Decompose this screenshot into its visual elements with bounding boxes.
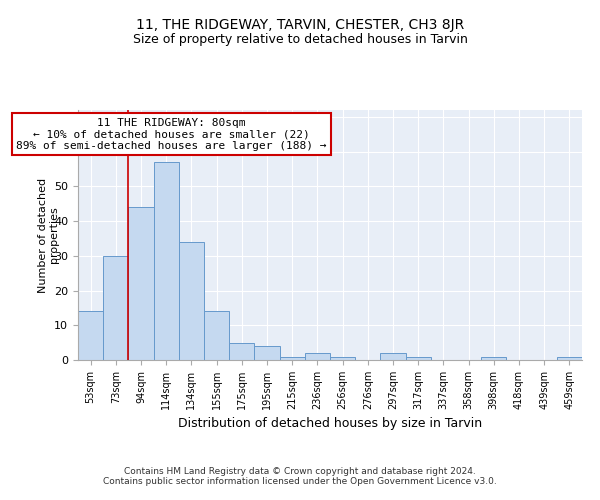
- Bar: [380, 353, 406, 360]
- Text: Size of property relative to detached houses in Tarvin: Size of property relative to detached ho…: [133, 32, 467, 46]
- Text: 11 THE RIDGEWAY: 80sqm
← 10% of detached houses are smaller (22)
89% of semi-det: 11 THE RIDGEWAY: 80sqm ← 10% of detached…: [16, 118, 326, 150]
- Bar: [330, 356, 355, 360]
- Bar: [78, 312, 103, 360]
- Bar: [204, 312, 229, 360]
- Bar: [254, 346, 280, 360]
- Bar: [280, 356, 305, 360]
- Bar: [557, 356, 582, 360]
- Bar: [406, 356, 431, 360]
- Y-axis label: Number of detached
properties: Number of detached properties: [38, 178, 59, 292]
- Bar: [154, 162, 179, 360]
- Bar: [103, 256, 128, 360]
- X-axis label: Distribution of detached houses by size in Tarvin: Distribution of detached houses by size …: [178, 418, 482, 430]
- Text: 11, THE RIDGEWAY, TARVIN, CHESTER, CH3 8JR: 11, THE RIDGEWAY, TARVIN, CHESTER, CH3 8…: [136, 18, 464, 32]
- Bar: [229, 342, 254, 360]
- Bar: [179, 242, 204, 360]
- Text: Contains HM Land Registry data © Crown copyright and database right 2024.: Contains HM Land Registry data © Crown c…: [124, 467, 476, 476]
- Text: Contains public sector information licensed under the Open Government Licence v3: Contains public sector information licen…: [103, 477, 497, 486]
- Bar: [128, 207, 154, 360]
- Bar: [305, 353, 330, 360]
- Bar: [481, 356, 506, 360]
